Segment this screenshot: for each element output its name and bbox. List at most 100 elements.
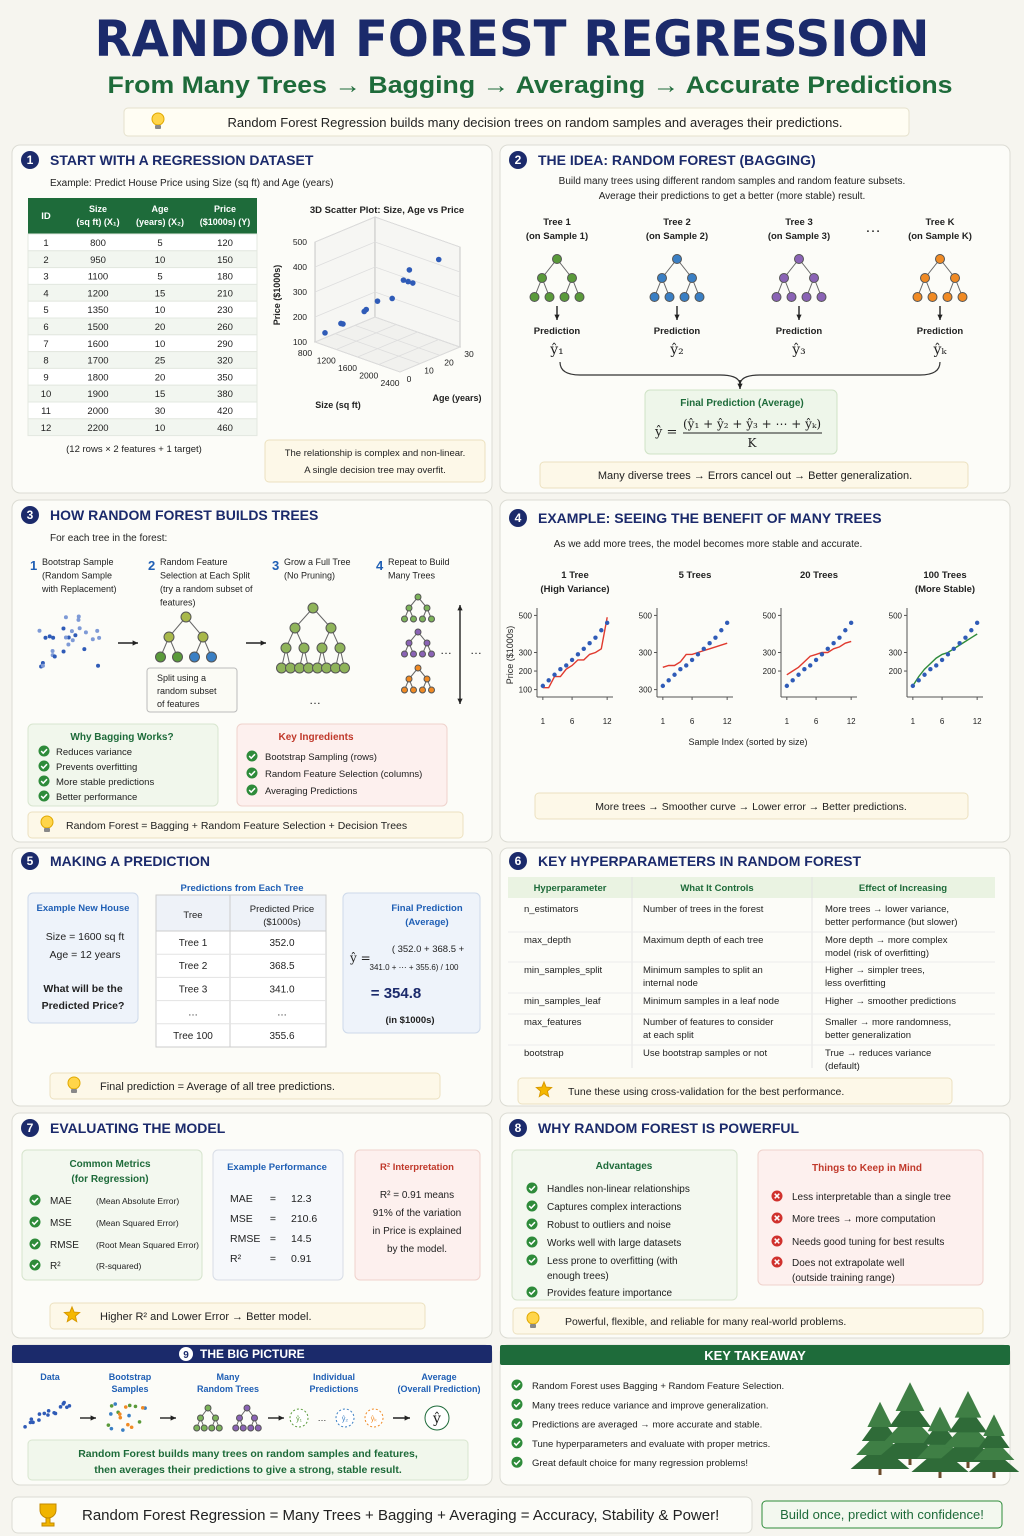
check-icon — [29, 1194, 41, 1206]
arrow-head — [457, 605, 463, 611]
data-point — [689, 657, 695, 663]
data-dot — [42, 1411, 47, 1416]
tree-node — [529, 292, 540, 302]
sample-dot — [51, 635, 56, 640]
section-number-badge — [21, 151, 39, 169]
note-box — [49, 1302, 426, 1330]
check-icon — [526, 1236, 538, 1248]
tree-node — [236, 1414, 243, 1422]
label: The relationship is complex and non-line… — [285, 448, 466, 459]
label: 14.5 — [291, 1233, 312, 1245]
section-number: 8 — [515, 1121, 522, 1135]
tree-node — [664, 292, 675, 302]
label: Works well with large datasets — [547, 1238, 681, 1249]
tree-node — [414, 593, 422, 601]
x-tick-label: 12 — [723, 717, 732, 726]
section-number: 6 — [515, 854, 522, 868]
label: … — [318, 1413, 327, 1423]
label: 341.0 + ⋯ + 355.6) / 100 — [370, 963, 460, 972]
table-cell: 120 — [217, 238, 233, 249]
section-title: HOW RANDOM FOREST BUILDS TREES — [50, 507, 318, 523]
y-tick-label: 500 — [519, 611, 533, 620]
sample-dot — [129, 1425, 134, 1430]
y-tick-label: 200 — [763, 667, 777, 676]
section-title: THE IDEA: RANDOM FOREST (BAGGING) — [538, 152, 816, 168]
label: by the model. — [387, 1244, 447, 1255]
label: MAE — [230, 1193, 253, 1205]
data-dot — [29, 1417, 34, 1421]
section-number: 5 — [27, 854, 34, 868]
pine-layer — [983, 1414, 1005, 1436]
label: 100 Trees — [923, 570, 966, 581]
table-cell: 1700 — [87, 356, 108, 367]
table-cell: better performance (but slower) — [825, 917, 958, 928]
data-point — [916, 678, 921, 683]
tree-node — [410, 650, 417, 658]
label: Predicted Price — [250, 904, 314, 915]
label: Bootstrap Sampling (rows) — [265, 752, 377, 763]
label: = — [270, 1253, 276, 1265]
label: ŷ₁ — [549, 341, 564, 358]
z-tick-label: 100 — [293, 337, 307, 347]
data-point — [564, 663, 569, 668]
data-point — [837, 635, 842, 640]
check-icon — [526, 1254, 538, 1266]
output-circle — [424, 1405, 450, 1431]
table-cell: Tree 2 — [179, 961, 208, 972]
data-point — [963, 635, 968, 640]
label: Predictions from Each Tree — [180, 883, 303, 894]
table-cell: 15 — [155, 389, 166, 400]
x-tick-label: 6 — [814, 717, 819, 726]
check-mark — [248, 787, 256, 794]
bulb-base — [71, 1089, 77, 1093]
section-bar — [500, 1345, 1010, 1365]
check-mark — [528, 1203, 536, 1210]
label: Why Bagging Works? — [70, 732, 173, 743]
label: … — [470, 643, 482, 657]
y-tick-label: 300 — [639, 649, 653, 658]
tree-node — [254, 1424, 262, 1432]
check-icon — [29, 1259, 41, 1271]
grid-line — [399, 346, 461, 373]
arrow-head — [457, 698, 463, 704]
table-cell: Number of features to consider — [643, 1017, 773, 1028]
tree-node — [180, 611, 192, 623]
table-cell: 9 — [43, 372, 48, 383]
label: Random Feature Selection (columns) — [265, 769, 422, 780]
interpretation-box — [354, 1149, 481, 1281]
sample-dot — [63, 635, 68, 640]
y-tick-label: 100 — [519, 686, 533, 695]
section-bar — [12, 1345, 492, 1363]
grid-line — [334, 333, 421, 365]
label: Robust to outliers and noise — [547, 1220, 671, 1231]
sample-dot — [77, 626, 82, 631]
data-point — [575, 652, 581, 657]
sample-dot — [127, 1413, 131, 1418]
grid-line — [314, 216, 461, 248]
label: Tree 3 — [785, 217, 812, 228]
sample-dot — [126, 1422, 130, 1427]
label: Split using a — [157, 673, 206, 683]
sample-dot — [118, 1415, 123, 1420]
data-point — [945, 652, 951, 657]
advantages-box — [511, 1149, 738, 1301]
table-header — [508, 877, 995, 898]
grid-line — [314, 266, 461, 298]
scatter-point — [361, 308, 368, 315]
check-mark — [40, 793, 48, 800]
y-tick-label: 20 — [444, 357, 454, 367]
why-box — [27, 723, 219, 807]
label: Many — [216, 1372, 239, 1382]
label: Example Performance — [227, 1162, 327, 1173]
label: Random Forest builds many trees on rando… — [78, 1448, 418, 1460]
table-cell: Tree 1 — [179, 938, 208, 949]
check-mark — [513, 1382, 521, 1389]
sample-dot — [109, 1404, 114, 1408]
data-point — [802, 666, 807, 672]
table-cell: 10 — [41, 389, 52, 400]
label: (ŷ₁ + ŷ₂ + ŷ₃ + ⋯ + ŷₖ) — [683, 417, 821, 431]
check-icon — [511, 1456, 523, 1468]
arrow-head — [170, 1415, 176, 1421]
tree-node — [414, 628, 422, 636]
label: Prediction — [917, 326, 964, 337]
